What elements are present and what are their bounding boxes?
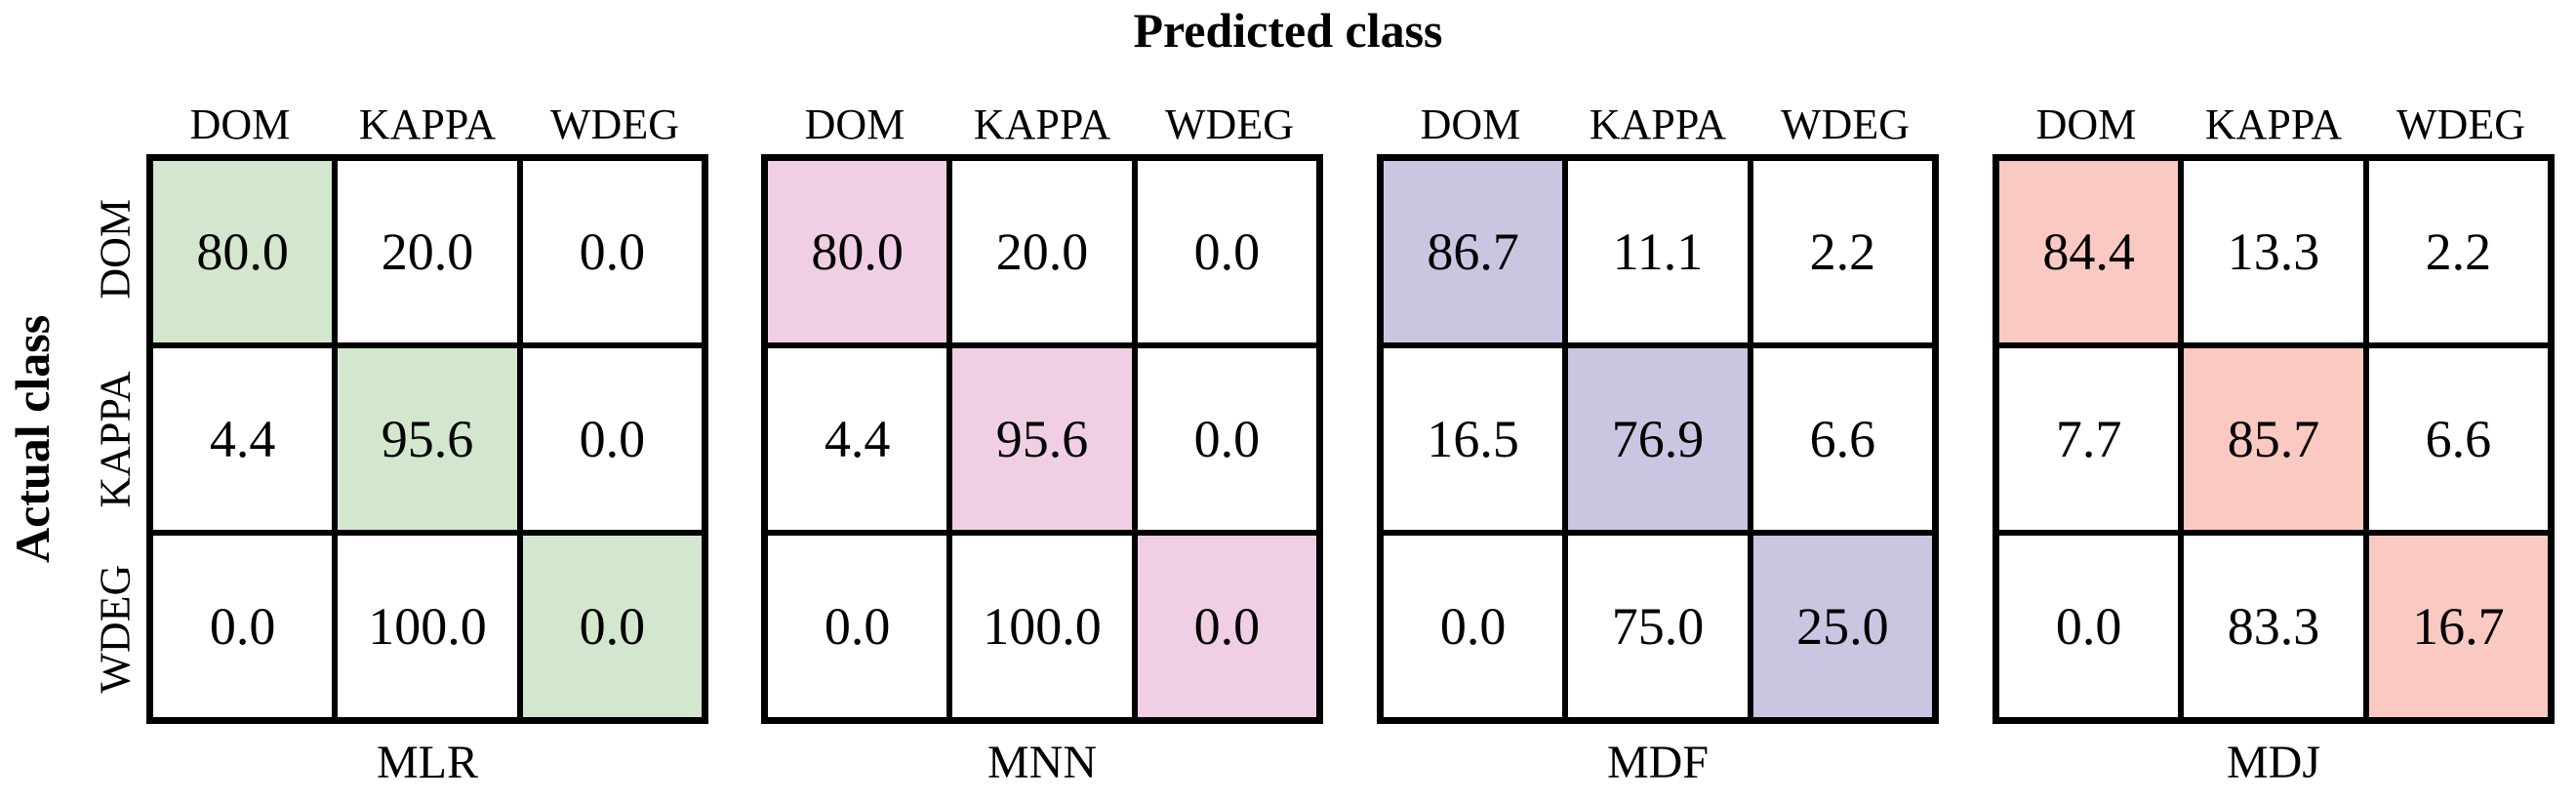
y-tick-labels: DOM KAPPA WDEG: [90, 154, 141, 724]
matrix-grid: 84.4 13.3 2.2 7.7 85.7 6.6 0.0 83.3 16.7: [1992, 154, 2555, 724]
x-tick-labels: DOM KAPPA WDEG: [1992, 88, 2555, 154]
matrix-cell-wdeg-dom: 0.0: [768, 536, 947, 717]
matrix-cell-dom-kappa: 20.0: [338, 161, 517, 342]
matrix-cell-wdeg-kappa: 100.0: [952, 536, 1132, 717]
x-tick-label-wdeg: WDEG: [1781, 100, 1910, 148]
x-tick-label-kappa: KAPPA: [358, 100, 497, 148]
matrix-cell-kappa-kappa: 95.6: [952, 348, 1132, 530]
matrix-cell-wdeg-kappa: 75.0: [1568, 536, 1748, 717]
y-tick-label-dom: DOM: [91, 199, 140, 300]
matrix-title-mnn: MNN: [986, 737, 1097, 788]
x-tick-labels: DOM KAPPA WDEG: [1377, 88, 1939, 154]
matrix-cell-wdeg-kappa: 83.3: [2184, 536, 2363, 717]
x-tick-label-dom: DOM: [189, 100, 291, 148]
matrix-cell-dom-kappa: 11.1: [1568, 161, 1748, 342]
matrix-cell-dom-wdeg: 2.2: [2368, 161, 2548, 342]
x-tick-labels: DOM KAPPA WDEG: [761, 88, 1323, 154]
matrix-grid: 80.0 20.0 0.0 4.4 95.6 0.0 0.0 100.0 0.0: [146, 154, 708, 724]
matrix-cell-wdeg-wdeg: 0.0: [1137, 536, 1316, 717]
matrix-cell-kappa-dom: 4.4: [768, 348, 947, 530]
matrix-grid: 86.7 11.1 2.2 16.5 76.9 6.6 0.0 75.0 25.0: [1377, 154, 1939, 724]
matrix-cell-wdeg-wdeg: 16.7: [2368, 536, 2548, 717]
matrix-cell-dom-wdeg: 0.0: [522, 161, 702, 342]
matrix-cell-wdeg-dom: 0.0: [1999, 536, 2179, 717]
x-tick-label-wdeg: WDEG: [2396, 100, 2525, 148]
matrix-cell-kappa-dom: 7.7: [1999, 348, 2179, 530]
x-tick-label-kappa: KAPPA: [2204, 100, 2343, 148]
matrix-cell-wdeg-wdeg: 25.0: [1752, 536, 1932, 717]
matrix-cell-kappa-wdeg: 0.0: [1137, 348, 1316, 530]
x-tick-labels: DOM KAPPA WDEG: [146, 88, 708, 154]
matrix-cell-wdeg-dom: 0.0: [153, 536, 333, 717]
y-tick-label-kappa: KAPPA: [91, 370, 140, 508]
matrix-cell-dom-dom: 80.0: [768, 161, 947, 342]
x-tick-label-wdeg: WDEG: [550, 100, 679, 148]
matrix-cell-kappa-kappa: 95.6: [338, 348, 517, 530]
matrix-cell-dom-dom: 86.7: [1384, 161, 1563, 342]
matrix-cell-kappa-wdeg: 6.6: [1752, 348, 1932, 530]
x-tick-label-kappa: KAPPA: [973, 100, 1111, 148]
matrix-cell-kappa-wdeg: 6.6: [2368, 348, 2548, 530]
matrix-cell-wdeg-wdeg: 0.0: [522, 536, 702, 717]
matrix-cell-kappa-wdeg: 0.0: [522, 348, 702, 530]
matrix-cell-dom-kappa: 20.0: [952, 161, 1132, 342]
matrix-title-mdf: MDF: [1606, 737, 1710, 788]
confusion-matrix-mnn: DOM KAPPA WDEG 80.0 20.0 0.0 4.4 95.6 0.0 0.0 100.…: [761, 88, 1323, 789]
matrix-cell-kappa-kappa: 76.9: [1568, 348, 1748, 530]
confusion-matrix-mlr: DOM KAPPA WDEG 80.0 20.0 0.0 4.4 95.6 0.0 0.0 100.…: [146, 88, 708, 789]
matrix-cell-dom-wdeg: 2.2: [1752, 161, 1932, 342]
y-axis-label: Actual class: [5, 314, 60, 564]
confusion-matrix-mdj: DOM KAPPA WDEG 84.4 13.3 2.2 7.7 85.7 6.6 0.0 83.3…: [1992, 88, 2555, 789]
matrix-cell-kappa-dom: 4.4: [153, 348, 333, 530]
matrix-grid: 80.0 20.0 0.0 4.4 95.6 0.0 0.0 100.0 0.0: [761, 154, 1323, 724]
matrix-cell-dom-kappa: 13.3: [2184, 161, 2363, 342]
matrix-cell-dom-dom: 80.0: [153, 161, 333, 342]
matrix-title-mdj: MDJ: [2226, 737, 2321, 788]
x-tick-label-dom: DOM: [2035, 100, 2137, 148]
y-tick-label-wdeg: WDEG: [91, 564, 140, 694]
x-tick-label-dom: DOM: [804, 100, 906, 148]
x-tick-label-kappa: KAPPA: [1589, 100, 1727, 148]
matrix-title-mlr: MLR: [376, 737, 478, 788]
confusion-matrix-mdf: DOM KAPPA WDEG 86.7 11.1 2.2 16.5 76.9 6.6 0.0 75.…: [1377, 88, 1939, 789]
x-tick-label-dom: DOM: [1420, 100, 1521, 148]
matrix-cell-dom-dom: 84.4: [1999, 161, 2179, 342]
matrix-cell-kappa-kappa: 85.7: [2184, 348, 2363, 530]
x-tick-label-wdeg: WDEG: [1165, 100, 1294, 148]
page-title: Predicted class: [1133, 3, 1443, 58]
matrix-cell-kappa-dom: 16.5: [1384, 348, 1563, 530]
matrix-cell-dom-wdeg: 0.0: [1137, 161, 1316, 342]
matrix-cell-wdeg-kappa: 100.0: [338, 536, 517, 717]
matrix-cell-wdeg-dom: 0.0: [1384, 536, 1563, 717]
